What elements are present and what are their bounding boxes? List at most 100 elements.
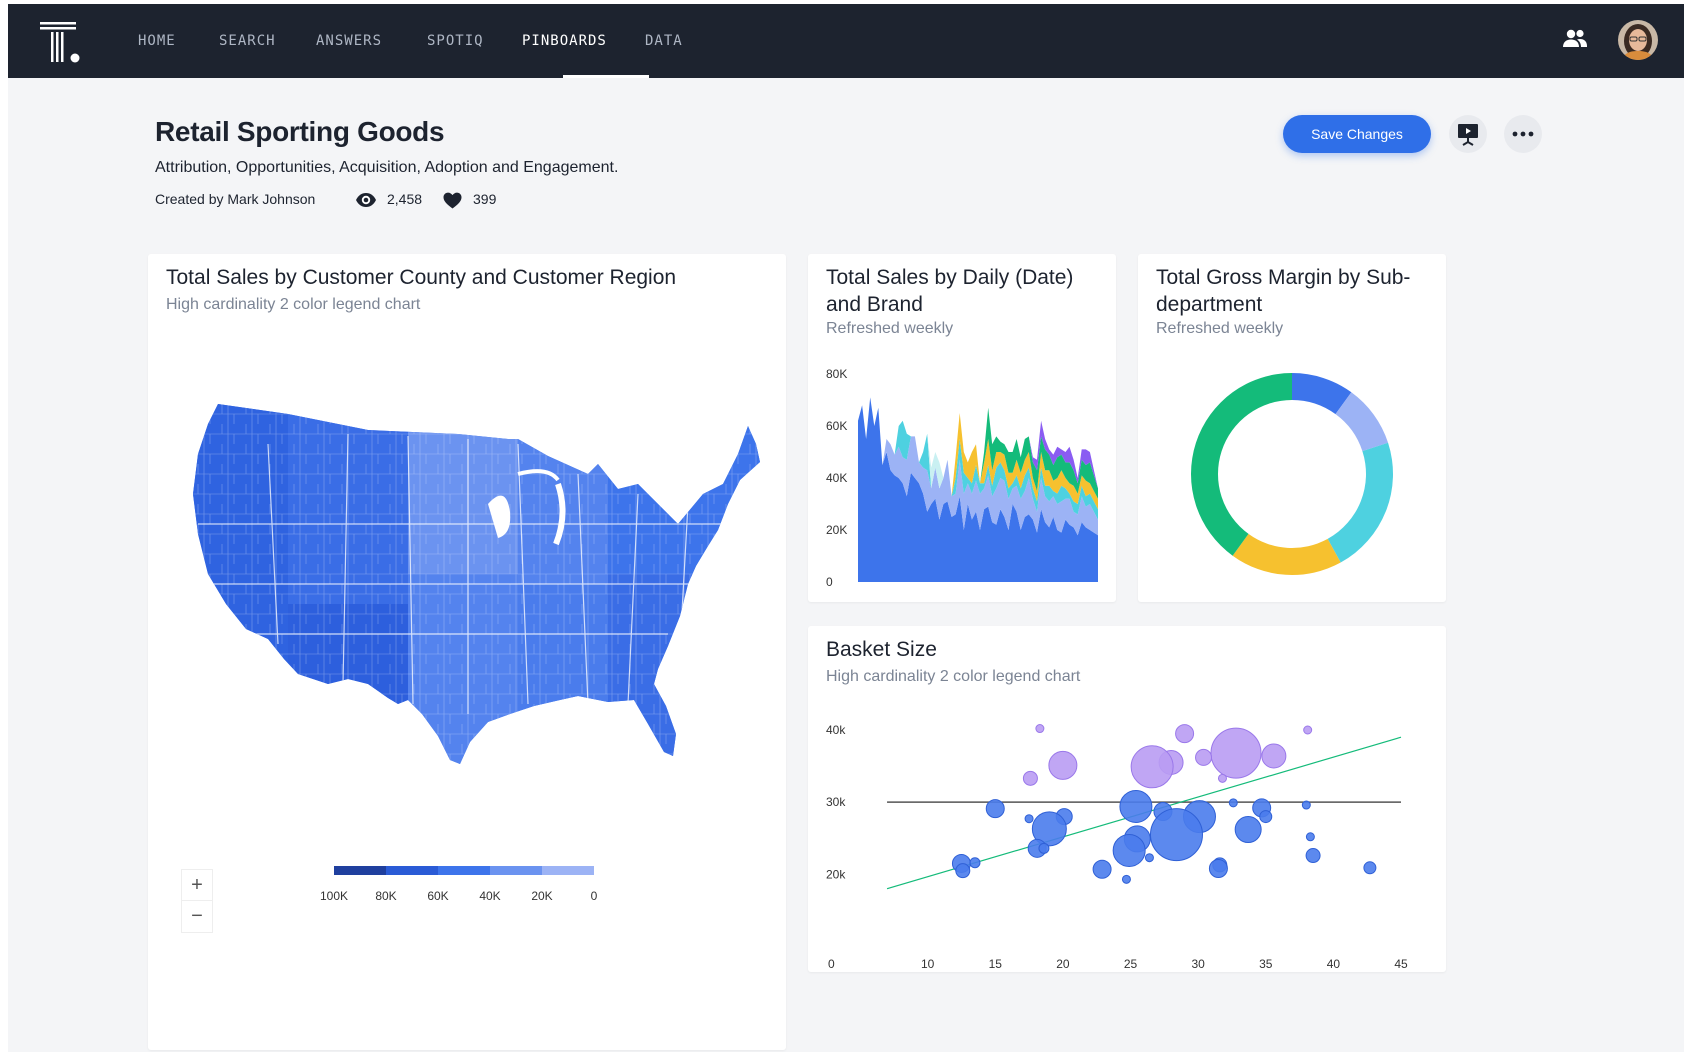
nav-home[interactable]: HOME: [138, 33, 176, 49]
heart-icon: [443, 192, 462, 209]
bubble-point[interactable]: [1208, 859, 1228, 879]
legend-swatch: [386, 866, 438, 875]
bubble-point[interactable]: [1035, 724, 1045, 734]
x-tick-label: 0: [828, 957, 835, 970]
legend-swatch: [490, 866, 542, 875]
more-options-button[interactable]: [1504, 115, 1542, 153]
y-tick-label: 60K: [826, 419, 847, 433]
x-tick-label: 40: [1327, 957, 1341, 970]
legend-label: 40K: [479, 889, 500, 903]
card-title: Total Gross Margin by Sub-department: [1156, 266, 1411, 316]
people-icon[interactable]: [1562, 26, 1588, 52]
bubble-point[interactable]: [985, 799, 1005, 819]
bubble-point[interactable]: [955, 863, 971, 879]
x-tick-label: 45: [1394, 957, 1408, 970]
x-tick-label: 25: [1124, 957, 1138, 970]
area-series[interactable]: [858, 397, 1098, 536]
user-avatar[interactable]: [1618, 20, 1658, 60]
app-window: HOME SEARCH ANSWERS SPOTIQ PINBOARDS DAT…: [8, 4, 1684, 1052]
us-county-map[interactable]: [168, 384, 768, 784]
views-count: 2,458: [387, 191, 423, 207]
card-subtitle: Refreshed weekly: [826, 320, 954, 337]
bubble-point[interactable]: [1259, 810, 1273, 824]
nav-pinboards[interactable]: PINBOARDS: [522, 33, 607, 49]
donut-slice[interactable]: [1292, 373, 1352, 415]
save-changes-button[interactable]: Save Changes: [1283, 115, 1431, 153]
stacked-area-chart[interactable]: 0 20K 40K 60K 80K: [808, 354, 1116, 594]
bubble-point[interactable]: [1048, 750, 1078, 780]
map-legend: 100K 80K 60K 40K 20K 0: [320, 866, 598, 903]
nav-spotiq[interactable]: SPOTIQ: [427, 33, 484, 49]
donut-slice[interactable]: [1191, 373, 1292, 556]
map-card: Total Sales by Customer County and Custo…: [148, 254, 786, 1050]
nav-search[interactable]: SEARCH: [219, 33, 276, 49]
bubble-point[interactable]: [1119, 789, 1153, 823]
page-title: Retail Sporting Goods: [155, 116, 445, 147]
area-series[interactable]: [858, 397, 1098, 582]
x-tick-label: 35: [1259, 957, 1273, 970]
y-tick-label: 0: [826, 575, 833, 589]
legend-label: 20K: [531, 889, 552, 903]
nav-answers[interactable]: ANSWERS: [316, 33, 383, 49]
bubble-point[interactable]: [1112, 833, 1146, 867]
donut-slice[interactable]: [1335, 392, 1389, 452]
created-by: Created by Mark Johnson: [155, 191, 316, 207]
legend-swatch: [438, 866, 490, 875]
bubble-point[interactable]: [969, 857, 981, 869]
bubble-point[interactable]: [1022, 770, 1038, 786]
more-horizontal-icon: [1512, 131, 1534, 137]
donut-slice[interactable]: [1232, 533, 1341, 575]
bubble-point[interactable]: [1149, 808, 1203, 862]
likes-count: 399: [473, 191, 497, 207]
bubble-point[interactable]: [1305, 848, 1321, 864]
bubble-point[interactable]: [1175, 724, 1195, 744]
legend-label: 0: [591, 889, 598, 903]
x-tick-label: 15: [989, 957, 1003, 970]
bubble-point[interactable]: [1234, 816, 1262, 844]
area-series[interactable]: [858, 397, 1098, 499]
bubble-point[interactable]: [1144, 853, 1154, 863]
bubble-point[interactable]: [1305, 832, 1315, 842]
card-subtitle: High cardinality 2 color legend chart: [826, 668, 1081, 685]
presentation-icon: [1458, 124, 1478, 146]
map-regions: [193, 404, 760, 764]
bubble-point[interactable]: [1130, 745, 1174, 789]
card-title: Total Sales by Daily (Date) and Brand: [826, 266, 1074, 316]
nav-data[interactable]: DATA: [645, 33, 683, 49]
y-tick-label: 80K: [826, 367, 847, 381]
avatar-image: [1618, 20, 1658, 60]
donut-chart[interactable]: [1138, 354, 1446, 594]
zoom-out-button[interactable]: −: [182, 901, 212, 932]
donut-slice[interactable]: [1327, 442, 1393, 563]
bubble-point[interactable]: [1303, 725, 1313, 735]
bubble-point[interactable]: [1195, 748, 1213, 766]
bubble-point[interactable]: [1210, 727, 1262, 779]
page-description: Attribution, Opportunities, Acquisition,…: [155, 159, 619, 176]
bubble-point[interactable]: [1092, 859, 1112, 879]
area-series[interactable]: [858, 397, 1098, 520]
bubble-point[interactable]: [1363, 861, 1377, 875]
present-button[interactable]: [1449, 115, 1487, 153]
y-tick-label: 40K: [826, 471, 847, 485]
bubble-point[interactable]: [1121, 874, 1131, 884]
bubble-scatter-chart[interactable]: 20k 30k 40k 0 10 15 20 25 30 35 40 45: [808, 706, 1446, 970]
area-chart-card: Total Sales by Daily (Date) and Brand Re…: [808, 254, 1116, 602]
area-series[interactable]: [858, 397, 1098, 510]
active-tab-indicator: [563, 75, 649, 78]
bubble-point[interactable]: [1031, 811, 1067, 847]
card-subtitle: High cardinality 2 color legend chart: [166, 296, 421, 313]
top-nav: HOME SEARCH ANSWERS SPOTIQ PINBOARDS DAT…: [8, 4, 1684, 78]
legend-swatch: [334, 866, 386, 875]
x-tick-label: 30: [1191, 957, 1205, 970]
bubble-point[interactable]: [1228, 798, 1238, 808]
legend-label: 100K: [320, 889, 348, 903]
app-logo[interactable]: [38, 20, 88, 64]
bubble-point[interactable]: [1301, 800, 1311, 810]
bubble-point[interactable]: [1024, 814, 1034, 824]
zoom-in-button[interactable]: +: [182, 870, 212, 901]
bubble-point[interactable]: [1038, 842, 1050, 854]
bubble-point[interactable]: [1217, 773, 1227, 783]
y-tick-label: 20K: [826, 523, 847, 537]
y-tick-label: 30k: [826, 795, 846, 809]
bubble-point[interactable]: [1261, 743, 1287, 769]
